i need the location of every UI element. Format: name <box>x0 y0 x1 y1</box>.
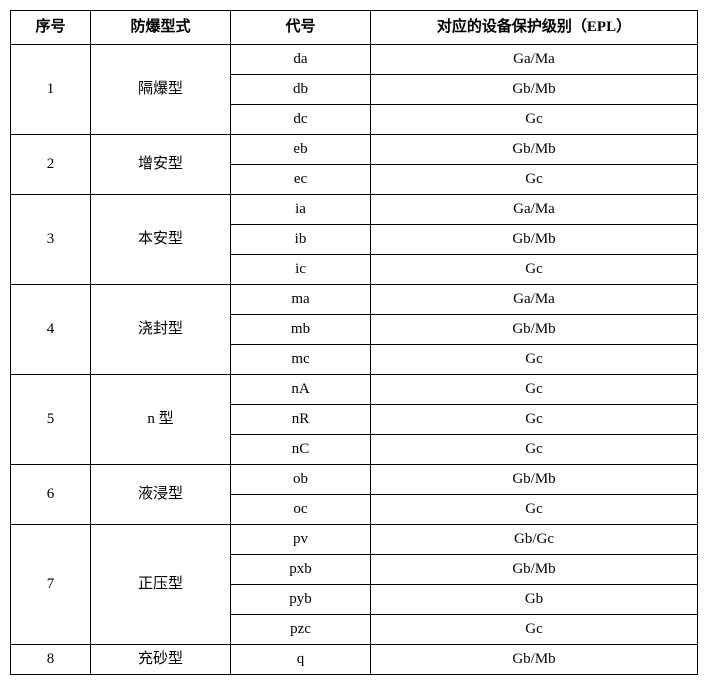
cell-code: nC <box>231 435 371 465</box>
header-row: 序号 防爆型式 代号 对应的设备保护级别（EPL） <box>11 11 698 45</box>
cell-type: 浇封型 <box>91 285 231 375</box>
cell-epl: Ga/Ma <box>371 285 698 315</box>
cell-code: eb <box>231 135 371 165</box>
cell-code: pv <box>231 525 371 555</box>
cell-epl: Gb/Gc <box>371 525 698 555</box>
cell-seq: 6 <box>11 465 91 525</box>
cell-type: 增安型 <box>91 135 231 195</box>
cell-seq: 3 <box>11 195 91 285</box>
header-type: 防爆型式 <box>91 11 231 45</box>
table-row: 3 本安型 ia Ga/Ma <box>11 195 698 225</box>
cell-epl: Ga/Ma <box>371 195 698 225</box>
cell-seq: 1 <box>11 45 91 135</box>
cell-epl: Gb/Mb <box>371 315 698 345</box>
cell-code: q <box>231 645 371 675</box>
table-row: 2 增安型 eb Gb/Mb <box>11 135 698 165</box>
cell-type: 液浸型 <box>91 465 231 525</box>
table-row: 7 正压型 pv Gb/Gc <box>11 525 698 555</box>
table-row: 6 液浸型 ob Gb/Mb <box>11 465 698 495</box>
table-header: 序号 防爆型式 代号 对应的设备保护级别（EPL） <box>11 11 698 45</box>
cell-code: ib <box>231 225 371 255</box>
cell-seq: 7 <box>11 525 91 645</box>
cell-epl: Ga/Ma <box>371 45 698 75</box>
cell-epl: Gb/Mb <box>371 135 698 165</box>
cell-epl: Gb/Mb <box>371 465 698 495</box>
cell-epl: Gb/Mb <box>371 225 698 255</box>
cell-epl: Gc <box>371 495 698 525</box>
cell-code: db <box>231 75 371 105</box>
cell-code: nA <box>231 375 371 405</box>
cell-epl: Gb/Mb <box>371 645 698 675</box>
cell-code: dc <box>231 105 371 135</box>
cell-epl: Gb/Mb <box>371 75 698 105</box>
cell-epl: Gc <box>371 255 698 285</box>
cell-code: ec <box>231 165 371 195</box>
table-body: 1 隔爆型 da Ga/Ma db Gb/Mb dc Gc 2 增安型 eb G… <box>11 45 698 675</box>
cell-epl: Gb/Mb <box>371 555 698 585</box>
cell-type: 正压型 <box>91 525 231 645</box>
cell-seq: 8 <box>11 645 91 675</box>
cell-type: 隔爆型 <box>91 45 231 135</box>
cell-code: ob <box>231 465 371 495</box>
table-row: 4 浇封型 ma Ga/Ma <box>11 285 698 315</box>
table-row: 8 充砂型 q Gb/Mb <box>11 645 698 675</box>
cell-code: ma <box>231 285 371 315</box>
cell-type: 本安型 <box>91 195 231 285</box>
cell-seq: 4 <box>11 285 91 375</box>
cell-code: mb <box>231 315 371 345</box>
cell-code: oc <box>231 495 371 525</box>
table-row: 1 隔爆型 da Ga/Ma <box>11 45 698 75</box>
header-seq: 序号 <box>11 11 91 45</box>
explosion-proof-table: 序号 防爆型式 代号 对应的设备保护级别（EPL） 1 隔爆型 da Ga/Ma… <box>10 10 698 675</box>
header-code: 代号 <box>231 11 371 45</box>
cell-seq: 5 <box>11 375 91 465</box>
cell-type: n 型 <box>91 375 231 465</box>
cell-epl: Gc <box>371 405 698 435</box>
cell-type: 充砂型 <box>91 645 231 675</box>
cell-code: pzc <box>231 615 371 645</box>
cell-epl: Gc <box>371 165 698 195</box>
cell-epl: Gc <box>371 375 698 405</box>
cell-code: ia <box>231 195 371 225</box>
cell-epl: Gc <box>371 345 698 375</box>
cell-code: mc <box>231 345 371 375</box>
cell-seq: 2 <box>11 135 91 195</box>
cell-epl: Gc <box>371 105 698 135</box>
header-epl: 对应的设备保护级别（EPL） <box>371 11 698 45</box>
cell-code: da <box>231 45 371 75</box>
cell-code: nR <box>231 405 371 435</box>
table-row: 5 n 型 nA Gc <box>11 375 698 405</box>
cell-epl: Gc <box>371 615 698 645</box>
cell-code: ic <box>231 255 371 285</box>
cell-code: pxb <box>231 555 371 585</box>
cell-epl: Gb <box>371 585 698 615</box>
cell-code: pyb <box>231 585 371 615</box>
cell-epl: Gc <box>371 435 698 465</box>
